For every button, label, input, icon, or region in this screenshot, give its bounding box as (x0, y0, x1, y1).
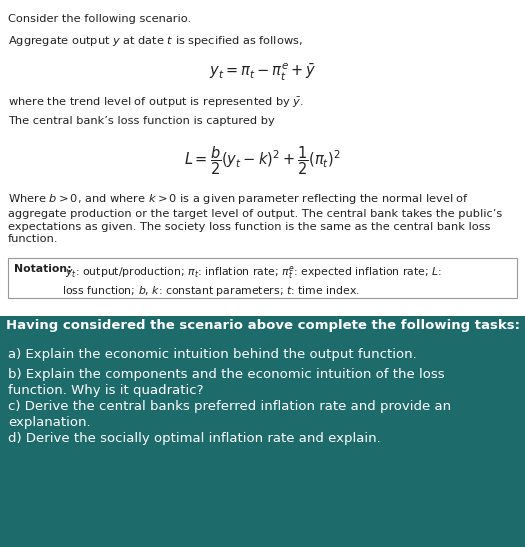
Text: $y_t$: output/production; $\pi_t$: inflation rate; $\pi_t^e$: expected inflation: $y_t$: output/production; $\pi_t$: infla… (62, 264, 442, 299)
Text: Having considered the scenario above complete the following tasks:: Having considered the scenario above com… (5, 319, 520, 332)
Text: d) Derive the socially optimal inflation rate and explain.: d) Derive the socially optimal inflation… (8, 432, 381, 445)
Text: a) Explain the economic intuition behind the output function.: a) Explain the economic intuition behind… (8, 348, 417, 361)
Text: The central bank’s loss function is captured by: The central bank’s loss function is capt… (8, 116, 275, 126)
Text: b) Explain the components and the economic intuition of the loss
function. Why i: b) Explain the components and the econom… (8, 368, 445, 397)
Text: c) Derive the central banks preferred inflation rate and provide an
explanation.: c) Derive the central banks preferred in… (8, 400, 451, 429)
Text: $L = \dfrac{b}{2}(y_t - k)^2 + \dfrac{1}{2}(\pi_t)^2$: $L = \dfrac{b}{2}(y_t - k)^2 + \dfrac{1}… (184, 144, 341, 177)
Text: Consider the following scenario.: Consider the following scenario. (8, 14, 191, 24)
Text: Aggregate output $\mathit{y}$ at date $\mathit{t}$ is specified as follows,: Aggregate output $\mathit{y}$ at date $\… (8, 34, 303, 48)
Text: Where $b > 0$, and where $k > 0$ is a given parameter reflecting the normal leve: Where $b > 0$, and where $k > 0$ is a gi… (8, 192, 502, 245)
Bar (8, 258, 517, 298)
Text: $y_t = \pi_t - \pi_t^e + \bar{y}$: $y_t = \pi_t - \pi_t^e + \bar{y}$ (208, 62, 317, 83)
Bar (0, 316, 525, 338)
Text: where the trend level of output is represented by $\bar{y}$.: where the trend level of output is repre… (8, 96, 304, 110)
Bar (0, 338, 525, 547)
Text: Notation:: Notation: (14, 264, 71, 274)
